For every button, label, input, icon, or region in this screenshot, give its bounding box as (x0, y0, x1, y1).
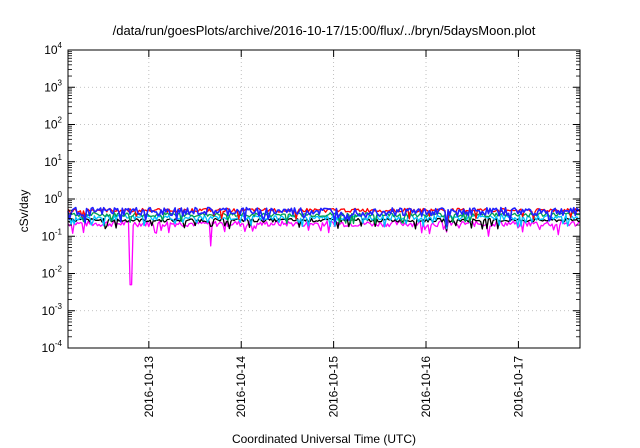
y-tick-label: 102 (44, 116, 62, 132)
y-tick-exponent: -3 (55, 302, 63, 311)
y-tick-exponent: 1 (58, 153, 63, 162)
grid-lines (68, 50, 580, 348)
x-tick-labels: 2016-10-13 2016-10-14 2016-10-15 2016-10-16… (142, 356, 526, 418)
y-tick-base: 10 (44, 118, 58, 132)
x-tick-label: 2016-10-14 (234, 356, 248, 418)
x-tick-label: 2016-10-16 (419, 356, 433, 418)
y-tick-label: 10-4 (42, 339, 63, 355)
y-tick-base: 10 (42, 304, 56, 318)
y-tick-base: 10 (42, 341, 56, 355)
series-line (67, 206, 581, 227)
axes (67, 49, 581, 349)
y-tick-base: 10 (42, 267, 56, 281)
y-tick-exponent: 3 (58, 78, 63, 87)
y-tick-exponent: -4 (55, 339, 63, 348)
y-tick-base: 10 (44, 192, 58, 206)
y-tick-label: 104 (44, 41, 62, 57)
y-axis-label: cSv/day (17, 190, 31, 233)
y-tick-exponent: -1 (55, 227, 63, 236)
y-tick-exponent: 4 (58, 41, 63, 50)
y-tick-base: 10 (44, 43, 58, 57)
y-tick-label: 103 (44, 78, 62, 94)
chart-title: /data/run/goesPlots/archive/2016-10-17/1… (113, 23, 536, 38)
series-line (67, 212, 580, 228)
data-series (67, 206, 581, 286)
series-line (67, 220, 581, 286)
y-tick-base: 10 (44, 155, 58, 169)
x-tick-label: 2016-10-17 (511, 356, 525, 418)
y-tick-base: 10 (42, 229, 56, 243)
x-tick-label: 2016-10-15 (327, 356, 341, 418)
y-tick-exponent: -2 (55, 265, 63, 274)
x-tick-label: 2016-10-13 (142, 356, 156, 418)
y-tick-base: 10 (44, 80, 58, 94)
y-tick-label: 10-1 (42, 227, 63, 243)
y-tick-label: 101 (44, 153, 62, 169)
x-axis-label: Coordinated Universal Time (UTC) (232, 432, 416, 446)
y-tick-exponent: 2 (58, 116, 63, 125)
y-tick-label: 10-2 (42, 265, 63, 281)
y-tick-exponent: 0 (58, 190, 63, 199)
y-tick-label: 10-3 (42, 302, 63, 318)
plot-frame (67, 49, 581, 349)
y-tick-label: 100 (44, 190, 62, 206)
